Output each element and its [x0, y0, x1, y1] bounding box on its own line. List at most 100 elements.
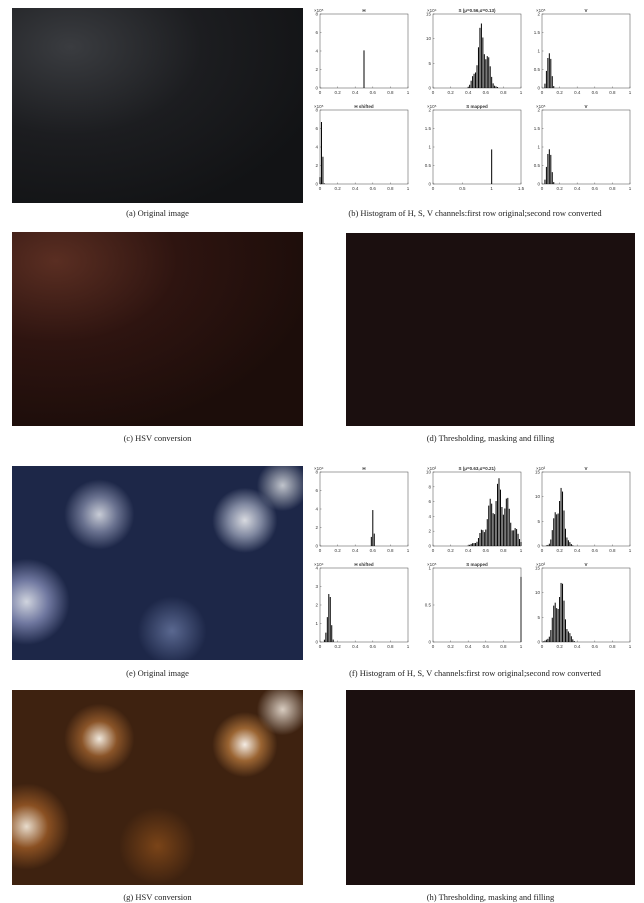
x-tick-label: 0.4 — [352, 644, 359, 649]
y-tick-label: 3 — [315, 584, 318, 589]
y-tick-label: 0 — [428, 640, 431, 645]
x-tick-label: 1 — [407, 186, 410, 191]
axis-scale: ×10⁵ — [314, 8, 324, 13]
caption: (c) HSV conversion — [123, 433, 192, 443]
y-tick-label: 2 — [428, 529, 431, 534]
y-tick-label: 1.5 — [534, 126, 541, 131]
axis-scale: ×10³ — [427, 466, 437, 471]
x-tick-label: 1 — [490, 186, 493, 191]
y-tick-label: 1 — [428, 145, 431, 150]
plot-title: H — [362, 466, 365, 471]
y-tick-label: 5 — [537, 615, 540, 620]
x-tick-label: 0.8 — [609, 644, 616, 649]
y-tick-label: 10 — [426, 470, 432, 475]
x-tick-label: 0.2 — [556, 90, 563, 95]
y-tick-label: 6 — [428, 499, 431, 504]
plot-title: H shifted — [354, 104, 374, 109]
x-tick-label: 0.2 — [334, 548, 341, 553]
y-tick-label: 0 — [537, 544, 540, 549]
axis-scale: ×10⁵ — [427, 104, 437, 109]
x-tick-label: 0.8 — [387, 186, 394, 191]
x-tick-label: 0.4 — [574, 548, 581, 553]
x-tick-label: 1 — [520, 90, 523, 95]
x-tick-label: 0.4 — [465, 548, 472, 553]
x-tick-label: 0.4 — [352, 186, 359, 191]
plot-title: H — [362, 8, 365, 13]
y-tick-label: 0 — [315, 544, 318, 549]
y-tick-label: 0.5 — [425, 603, 432, 608]
y-tick-label: 8 — [315, 470, 318, 475]
x-tick-label: 0.2 — [334, 186, 341, 191]
x-tick-label: 0 — [319, 186, 322, 191]
axis-scale: ×10⁵ — [314, 104, 324, 109]
plot-frame — [541, 109, 631, 185]
x-tick-label: 0 — [319, 548, 322, 553]
sea-image — [12, 466, 303, 660]
x-tick-label: 1 — [629, 548, 632, 553]
caption: (b) Histogram of H, S, V channels:first … — [348, 208, 602, 218]
y-tick-label: 1.5 — [425, 126, 432, 131]
y-tick-label: 0 — [315, 86, 318, 91]
x-tick-label: 1 — [520, 548, 523, 553]
x-tick-label: 0.2 — [447, 548, 454, 553]
x-tick-label: 0.6 — [370, 644, 377, 649]
x-tick-label: 0.6 — [592, 644, 599, 649]
y-tick-label: 6 — [315, 30, 318, 35]
plot-title: V — [584, 104, 587, 109]
y-tick-label: 0.5 — [534, 67, 541, 72]
axis-scale: ×10⁵ — [536, 8, 546, 13]
x-tick-label: 0.6 — [483, 90, 490, 95]
x-tick-label: 1 — [629, 90, 632, 95]
y-tick-label: 8 — [428, 484, 431, 489]
x-tick-label: 0 — [432, 90, 435, 95]
plot-title: S (μ=0.63,σ=0.21) — [458, 466, 496, 471]
plot-title: S (μ=0.56,σ=0.13) — [458, 8, 496, 13]
y-tick-label: 15 — [426, 12, 432, 17]
x-tick-label: 0.6 — [483, 644, 490, 649]
y-tick-label: 8 — [315, 108, 318, 113]
x-tick-label: 0.6 — [370, 90, 377, 95]
x-tick-label: 0.2 — [556, 644, 563, 649]
caption: (d) Thresholding, masking and filling — [426, 433, 555, 443]
caption: (g) HSV conversion — [123, 892, 192, 902]
caption: (f) Histogram of H, S, V channels:first … — [349, 668, 601, 678]
caption: (e) Original image — [126, 668, 189, 678]
mask-image — [346, 233, 635, 426]
x-tick-label: 0.8 — [609, 186, 616, 191]
y-tick-label: 4 — [315, 145, 318, 150]
y-tick-label: 0.5 — [534, 163, 541, 168]
plot-title: S mapped — [466, 562, 488, 567]
x-tick-label: 0.8 — [387, 644, 394, 649]
y-tick-label: 4 — [428, 514, 431, 519]
y-tick-label: 2 — [428, 108, 431, 113]
x-tick-label: 1.5 — [518, 186, 525, 191]
x-tick-label: 0.8 — [387, 90, 394, 95]
x-tick-label: 0.4 — [465, 90, 472, 95]
y-tick-label: 2 — [315, 525, 318, 530]
x-tick-label: 1 — [407, 644, 410, 649]
x-tick-label: 0.4 — [574, 644, 581, 649]
caption: (a) Original image — [126, 208, 189, 218]
y-tick-label: 4 — [315, 49, 318, 54]
axis-scale: ×10³ — [536, 562, 546, 567]
x-tick-label: 1 — [629, 186, 632, 191]
y-tick-label: 15 — [535, 470, 541, 475]
x-tick-label: 0.4 — [574, 90, 581, 95]
y-tick-label: 4 — [315, 507, 318, 512]
sea-image — [12, 8, 303, 203]
x-tick-label: 0.2 — [556, 186, 563, 191]
histogram-block: H ×10⁵ 0 0.2 0.4 0.6 0.8 1 0 2 4 6 8 S (μ=0.56,σ=0.13… — [314, 8, 632, 191]
caption: (h) Thresholding, masking and filling — [426, 892, 555, 902]
y-tick-label: 5 — [537, 519, 540, 524]
x-tick-label: 0.2 — [447, 90, 454, 95]
plot-title: H shifted — [354, 562, 374, 567]
x-tick-label: 0.2 — [334, 90, 341, 95]
plot-frame — [432, 109, 522, 185]
plot-frame — [319, 109, 409, 185]
y-tick-label: 2 — [315, 67, 318, 72]
plot-frame — [432, 567, 522, 643]
x-tick-label: 0.8 — [609, 90, 616, 95]
plot-title: V — [584, 562, 587, 567]
